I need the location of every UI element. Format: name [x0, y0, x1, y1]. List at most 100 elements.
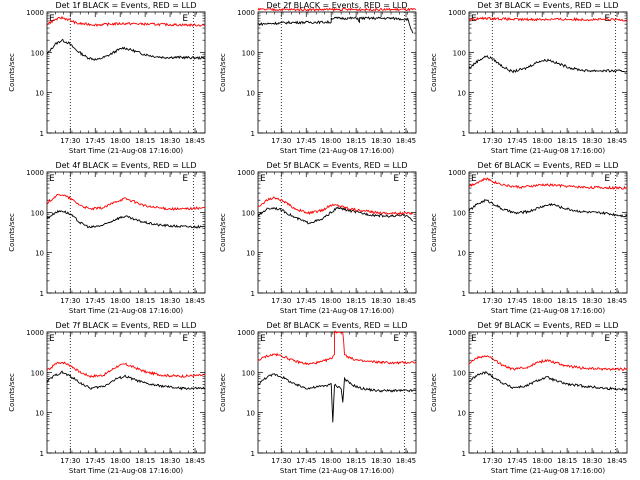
panel-1-marker-e-right: E: [182, 14, 188, 24]
panel-6-x-tick-label: 17:30: [482, 297, 502, 305]
panel-5-series-lld: [257, 196, 414, 216]
panel-6-y-tick-label: 1000: [448, 169, 466, 177]
panel-8-y-tick-label: 10: [246, 410, 255, 418]
panel-3-x-tick-label: 18:15: [557, 137, 577, 145]
panel-3-plot-frame: [468, 11, 628, 134]
panel-1-ylabel: Counts/sec: [8, 53, 16, 92]
panel-8-marker-e-right: E: [393, 334, 399, 344]
panel-2-x-tick-label: 17:45: [296, 137, 316, 145]
panel-2-x-tick-label: 18:00: [321, 137, 341, 145]
panel-5-x-tick-label: 18:45: [396, 297, 416, 305]
panel-3-ylabel: Counts/sec: [430, 53, 438, 92]
panel-5-ylabel: Counts/sec: [219, 213, 227, 252]
panel-9-y-tick-label: 1: [462, 450, 466, 458]
panel-8-x-tick-label: 18:30: [371, 457, 391, 465]
panel-6-x-tick-label: 18:00: [532, 297, 552, 305]
panel-5-x-tick-label: 18:30: [371, 297, 391, 305]
panel-8-x-tick-label: 18:45: [396, 457, 416, 465]
panel-3-x-tick-label: 17:45: [507, 137, 527, 145]
panel-4-x-tick-label: 17:30: [60, 297, 80, 305]
panel-7-x-tick-label: 18:45: [185, 457, 205, 465]
panel-3-title: Det 3f BLACK = Events, RED = LLD: [477, 1, 618, 10]
panel-2-y-tick-label: 10: [246, 90, 255, 98]
panel-5-y-tick-label: 100: [242, 209, 255, 217]
panel-9-ylabel: Counts/sec: [430, 373, 438, 412]
panel-4-series-events: [46, 209, 206, 229]
panel-1-y-tick-label: 1: [40, 130, 44, 138]
panel-7-ylabel: Counts/sec: [8, 373, 16, 412]
panel-9-y-tick-label: 1000: [448, 329, 466, 337]
panel-5-title: Det 5f BLACK = Events, RED = LLD: [266, 161, 407, 170]
panel-3-x-tick-label: 18:45: [607, 137, 627, 145]
panel-7-y-tick-label: 1: [40, 450, 44, 458]
panel-9-x-tick-label: 18:15: [557, 457, 577, 465]
panel-2-title: Det 2f BLACK = Events, RED = LLD: [266, 1, 407, 10]
panel-8-series-events: [257, 373, 417, 423]
panel-6-x-tick-label: 18:45: [607, 297, 627, 305]
panel-6-marker-e-right: E: [604, 174, 610, 184]
panel-3-x-tick-label: 17:30: [482, 137, 502, 145]
panel-1-plot-frame: [46, 11, 206, 134]
panel-2-x-tick-label: 18:30: [371, 137, 391, 145]
panel-2-y-tick-label: 1: [251, 130, 255, 138]
panel-5-xlabel: Start Time (21-Aug-08 17:16:00): [280, 307, 394, 315]
panel-6-title: Det 6f BLACK = Events, RED = LLD: [477, 161, 618, 170]
panel-4-ylabel: Counts/sec: [8, 213, 16, 252]
panel-5-x-tick-label: 17:30: [271, 297, 291, 305]
panel-4-y-tick-label: 1000: [26, 169, 44, 177]
panel-5-x-tick-label: 18:00: [321, 297, 341, 305]
panel-2-xlabel: Start Time (21-Aug-08 17:16:00): [280, 147, 394, 155]
panel-9-series-events: [468, 371, 628, 391]
panel-6-y-tick-label: 100: [453, 209, 466, 217]
panel-7-marker-e-right: E: [182, 334, 188, 344]
panel-6-y-tick-label: 10: [457, 250, 466, 258]
panel-7-plot-frame: [46, 331, 206, 454]
panel-1-marker-e-left: E: [49, 14, 55, 24]
panel-2-plot-frame: [257, 11, 417, 134]
panel-1-x-tick-label: 17:45: [85, 137, 105, 145]
panel-9-x-tick-label: 18:45: [607, 457, 627, 465]
panel-3-y-tick-label: 10: [457, 90, 466, 98]
panel-6-x-tick-label: 18:15: [557, 297, 577, 305]
panel-6-x-tick-label: 18:30: [582, 297, 602, 305]
panel-2-y-tick-label: 1000: [237, 9, 255, 17]
panel-1-xlabel: Start Time (21-Aug-08 17:16:00): [69, 147, 183, 155]
panel-7-x-tick-label: 18:30: [160, 457, 180, 465]
panel-4-marker-e-left: E: [49, 174, 55, 184]
panel-8-x-tick-label: 17:30: [271, 457, 291, 465]
panel-4-marker-e-right: E: [182, 174, 188, 184]
panel-7-y-tick-label: 100: [31, 369, 44, 377]
panel-2-x-tick-label: 18:45: [396, 137, 416, 145]
panel-5-x-tick-label: 18:15: [346, 297, 366, 305]
panel-6-series-lld: [468, 177, 627, 190]
panel-3-y-tick-label: 1000: [448, 9, 466, 17]
panel-6-x-tick-label: 17:45: [507, 297, 527, 305]
panel-1-y-tick-label: 100: [31, 49, 44, 57]
panel-4-plot-frame: [46, 171, 206, 294]
panel-4-x-tick-label: 18:00: [110, 297, 130, 305]
panel-3-series-lld: [468, 16, 628, 22]
panel-2-y-tick-label: 100: [242, 49, 255, 57]
panel-9-x-tick-label: 18:00: [532, 457, 552, 465]
panel-1-x-tick-label: 17:30: [60, 137, 80, 145]
panel-6-ylabel: Counts/sec: [430, 213, 438, 252]
panel-7-series-events: [46, 370, 206, 391]
panel-1-series-events: [46, 38, 206, 61]
panel-5-plot-frame: [257, 171, 417, 294]
panel-8-plot-frame: [257, 331, 417, 454]
panel-8-y-tick-label: 1: [251, 450, 255, 458]
panel-9-y-tick-label: 100: [453, 369, 466, 377]
panel-4-x-tick-label: 18:45: [185, 297, 205, 305]
panel-7-x-tick-label: 18:00: [110, 457, 130, 465]
panel-4-y-tick-label: 10: [35, 250, 44, 258]
panel-8-y-tick-label: 100: [242, 369, 255, 377]
panel-5-marker-e-right: E: [393, 174, 399, 184]
panel-4-x-tick-label: 18:30: [160, 297, 180, 305]
panel-4-series-lld: [46, 194, 206, 211]
panel-9-plot-frame: [468, 331, 628, 454]
panel-8-x-tick-label: 18:15: [346, 457, 366, 465]
panel-1-x-tick-label: 18:30: [160, 137, 180, 145]
panel-4-x-tick-label: 17:45: [85, 297, 105, 305]
panel-4-y-tick-label: 1: [40, 290, 44, 298]
